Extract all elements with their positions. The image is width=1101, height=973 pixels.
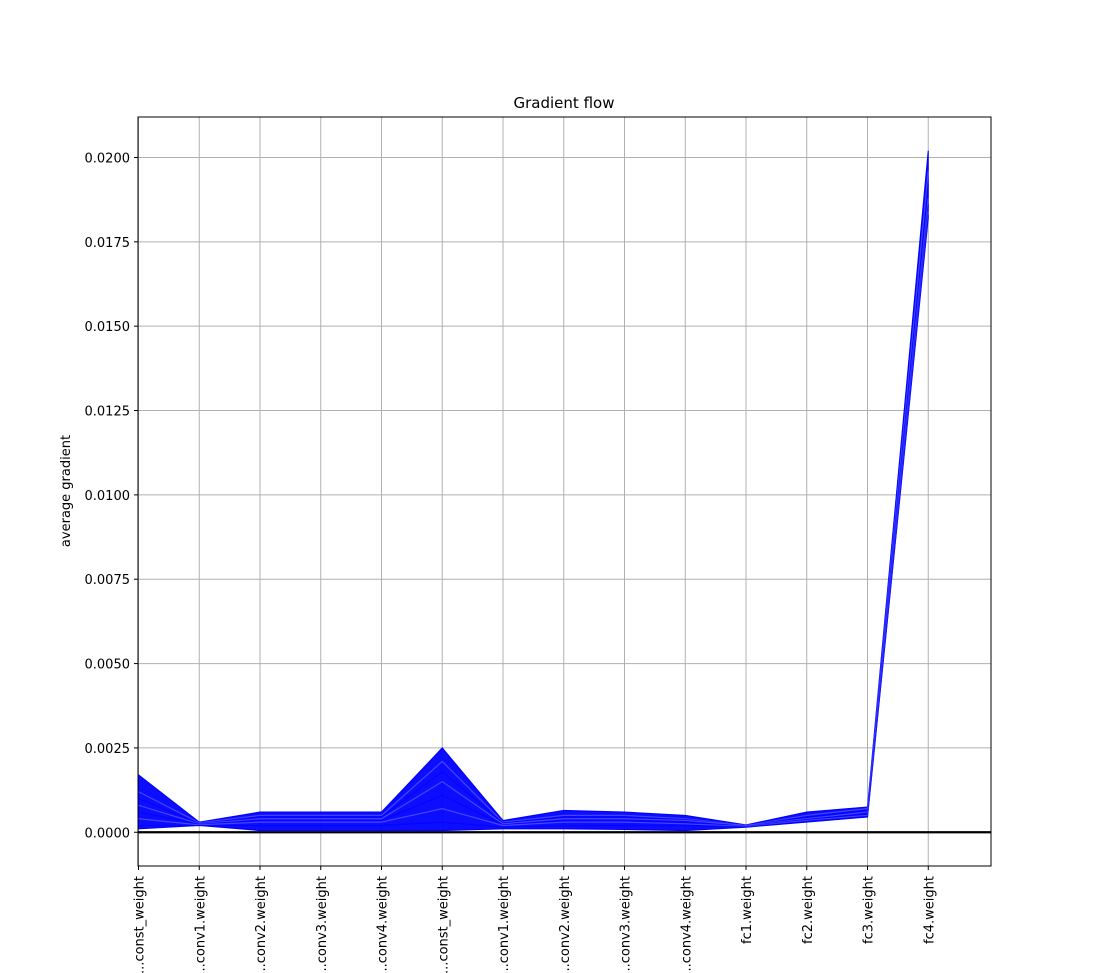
y-axis-label: average gradient (59, 435, 74, 547)
x-tick-label: ...conv2.weight (254, 876, 269, 973)
x-tick-label: ...conv4.weight (679, 876, 694, 973)
x-tick-label: fc2.weight (801, 876, 816, 944)
x-tick-label: fc1.weight (740, 876, 755, 944)
y-tick-label: 0.0075 (85, 573, 131, 588)
series-group (138, 150, 929, 832)
y-tick-label: 0.0100 (85, 489, 131, 504)
x-tick-label: ...conv3.weight (315, 876, 330, 973)
series-line (138, 211, 929, 828)
y-tick-label: 0.0025 (85, 742, 131, 757)
x-tick-label: ...conv1.weight (497, 876, 512, 973)
x-tick-label: fc3.weight (862, 876, 877, 944)
y-tick-label: 0.0050 (85, 658, 131, 673)
x-tick-label: ...const_weight (436, 876, 451, 973)
series-line (138, 214, 929, 828)
x-tick-label: ...const_weight (133, 876, 148, 973)
y-tick-label: 0.0175 (85, 236, 131, 251)
plot-frame (137, 116, 992, 867)
series-line (138, 170, 929, 827)
y-tick-label: 0.0125 (85, 405, 131, 420)
x-tick-label: fc4.weight (922, 876, 937, 944)
x-tick-label: ...conv4.weight (376, 876, 391, 973)
x-tick-label: ...conv3.weight (619, 876, 634, 973)
series-line (138, 204, 929, 827)
y-tick-label: 0.0150 (85, 320, 131, 335)
chart-title: Gradient flow (514, 94, 615, 112)
x-tick-label: ...conv2.weight (558, 876, 573, 973)
series-line (138, 197, 929, 827)
series-line (138, 184, 929, 827)
y-tick-label: 0.0200 (85, 151, 131, 166)
y-tick-label: 0.0000 (85, 826, 131, 841)
x-tick-label: ...conv1.weight (193, 876, 208, 973)
